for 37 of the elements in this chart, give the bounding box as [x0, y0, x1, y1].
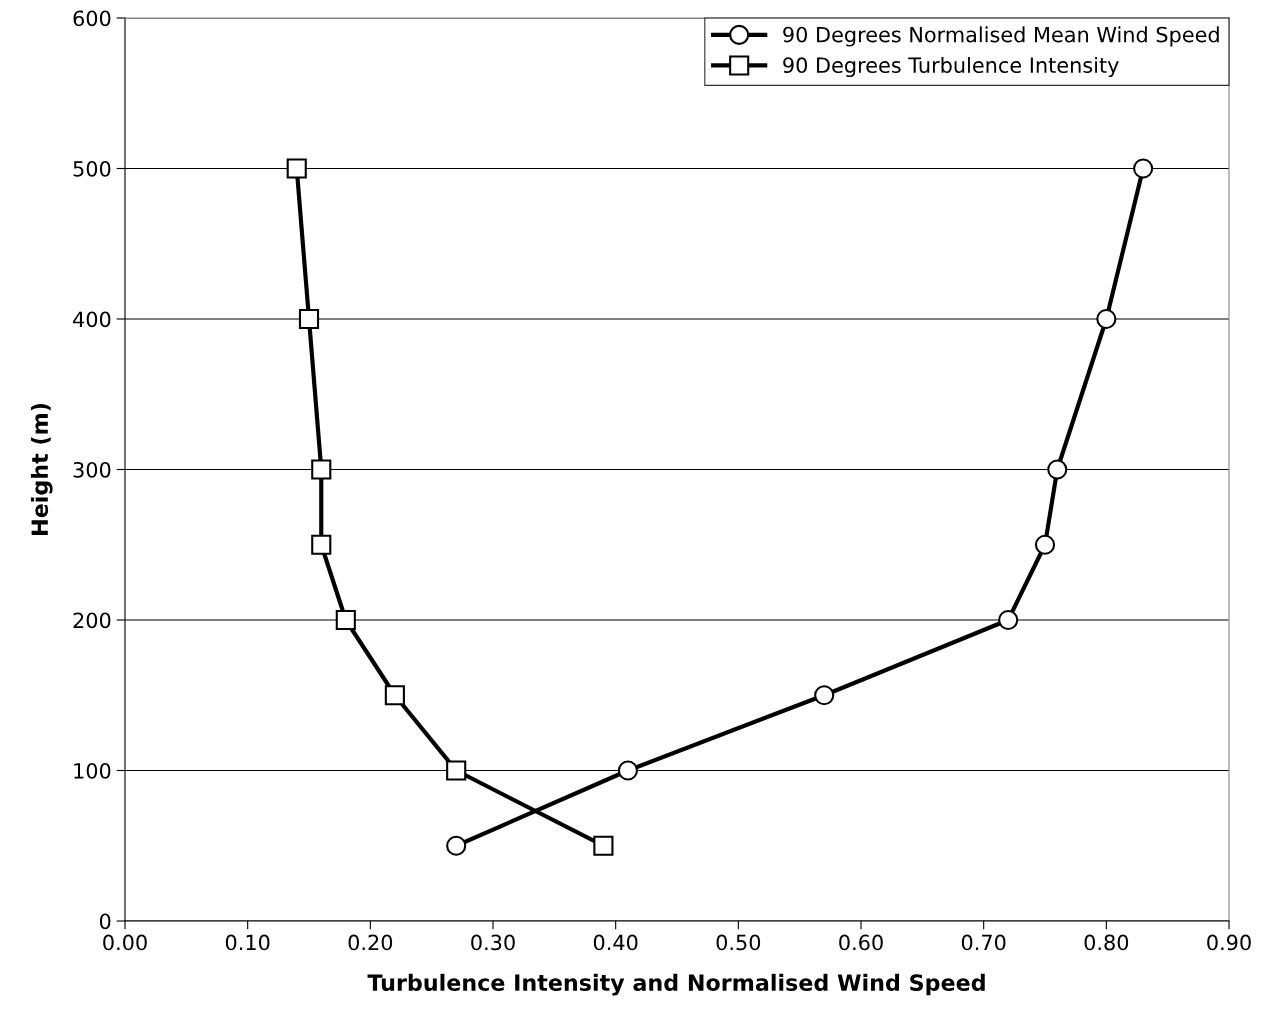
point [335, 609, 356, 631]
point [593, 835, 614, 856]
point [286, 158, 307, 179]
x-tick-label: 0.50 [716, 934, 761, 951]
x-tick-label: 0.90 [1207, 934, 1251, 951]
x-tick-label: 0.00 [103, 934, 147, 951]
y-tick-label: 600 [73, 10, 111, 27]
legend-label: 90 Degrees Turbulence Intensity [783, 56, 1119, 78]
point [1133, 158, 1154, 179]
x-tick-label: 0.20 [348, 934, 393, 951]
point [1047, 459, 1068, 480]
y-axis-title: Height (m) [30, 403, 53, 535]
y-tick-label: 300 [73, 461, 111, 478]
x-tick-label: 0.80 [1084, 934, 1129, 951]
point [311, 459, 332, 480]
y-tick-label: 500 [73, 160, 111, 177]
x-tick-label: 0.70 [961, 934, 1006, 951]
point [617, 760, 638, 781]
x-tick-label: 0.30 [471, 934, 515, 951]
point [298, 308, 320, 330]
x-axis-title: Turbulence Intensity and Normalised Wind Speed [367, 973, 985, 996]
point [311, 534, 332, 555]
point [814, 685, 835, 706]
legend-label: 90 Degrees Normalised Mean Wind Speed [783, 26, 1219, 47]
point [446, 760, 467, 781]
y-tick-label: 0 [99, 913, 111, 930]
x-tick-label: 0.40 [593, 934, 638, 951]
y-tick-label: 200 [73, 612, 111, 629]
point [998, 609, 1019, 631]
point [1034, 534, 1056, 555]
point [384, 685, 405, 706]
y-tick-label: 400 [73, 311, 111, 328]
y-tick-label: 100 [74, 762, 111, 779]
point [1096, 308, 1117, 330]
x-tick-label: 0.60 [839, 934, 883, 951]
point [446, 835, 467, 856]
x-tick-label: 0.10 [225, 934, 270, 951]
